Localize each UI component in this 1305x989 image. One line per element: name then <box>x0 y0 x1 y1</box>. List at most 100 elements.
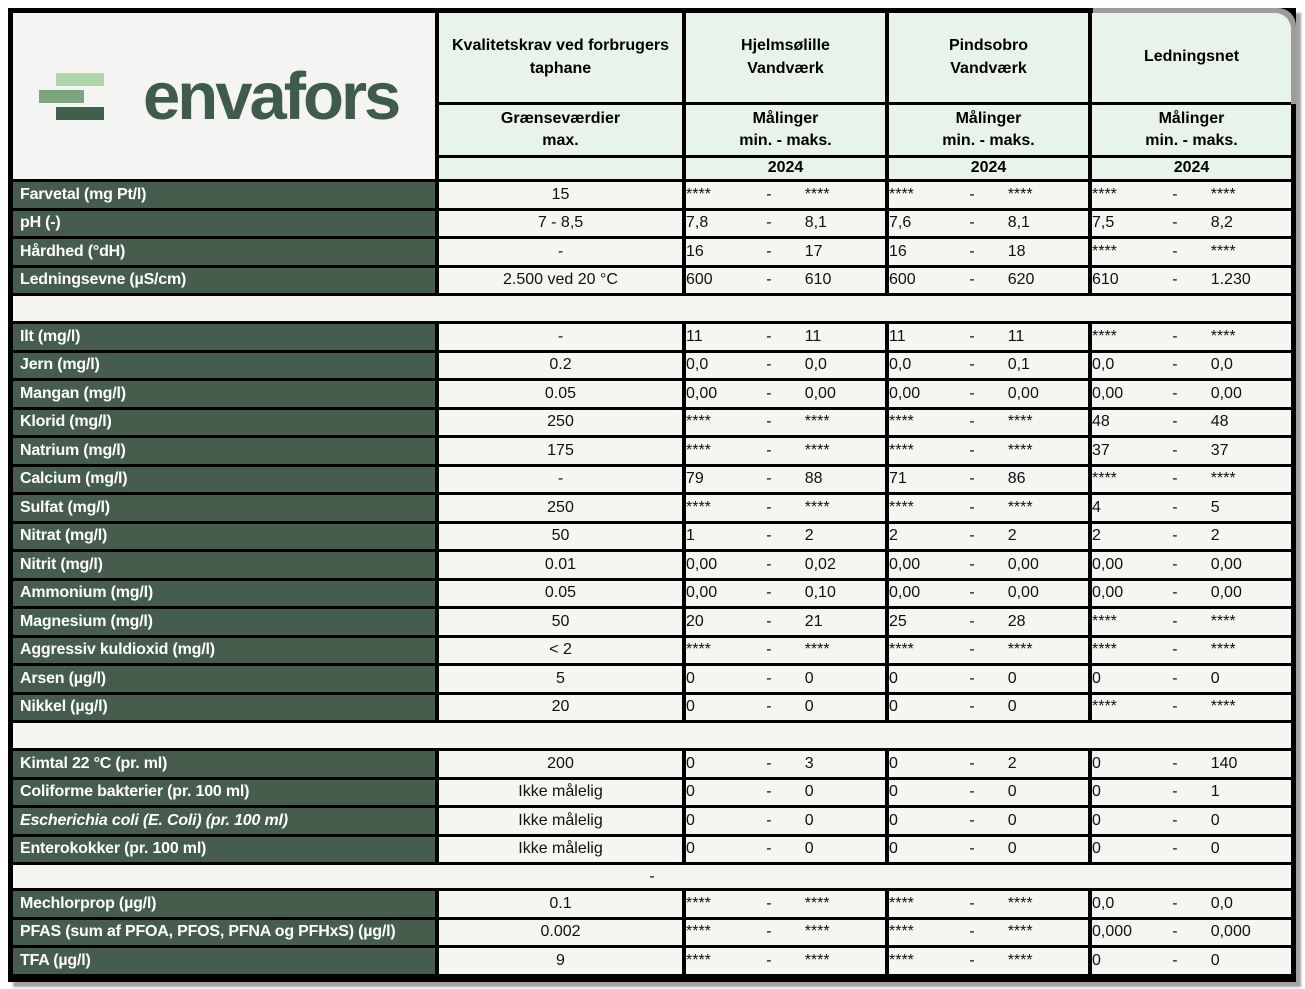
limit-value: - <box>435 466 682 492</box>
measurement-hjelmsolille: 79 - 88 <box>682 466 885 492</box>
min-value: **** <box>686 641 711 659</box>
table-row: Hårdhed (°dH) -16-17 16-18 **** - **** <box>13 239 1291 268</box>
measurement-hjelmsolille: 7,8 - 8,1 <box>682 210 885 236</box>
parameter-label: Magnesium (mg/l) <box>13 609 435 635</box>
range-dash: - <box>969 698 975 716</box>
measurement-hjelmsolille: **** - **** <box>682 409 885 435</box>
min-value: 600 <box>889 271 916 289</box>
range-dash: - <box>969 271 975 289</box>
parameter-label: Nikkel (µg/l) <box>13 694 435 720</box>
min-value: 0,0 <box>889 356 912 374</box>
limit-title-line1: Kvalitetskrav ved forbrugers <box>452 37 669 55</box>
table-row: Magnesium (mg/l) 50 20 - 21 25 - 28 **** - **** <box>13 609 1291 638</box>
measurement-hjelmsolille: **** - **** <box>682 495 885 521</box>
max-value: 0,00 <box>1210 555 1242 573</box>
measurement-pindsobro: **** - **** <box>885 409 1088 435</box>
measurement-pindsobro: **** - **** <box>885 637 1088 663</box>
measurement-pindsobro: **** - **** <box>885 438 1088 464</box>
parameter-label: TFA (µg/l) <box>13 948 435 974</box>
measurement-pindsobro: 0 - 0 <box>885 808 1088 834</box>
measurement-hjelmsolille: **** - **** <box>682 948 885 974</box>
parameter-label: Aggressiv kuldioxid (mg/l) <box>13 637 435 663</box>
max-value: **** <box>1210 185 1236 203</box>
limit-value: 2.500 ved 20 °C <box>435 267 682 293</box>
measurement-hjelmsolille: 0 - 3 <box>682 751 885 777</box>
pindsobro-sub-line2: min. - maks. <box>942 132 1035 149</box>
max-value: 0,00 <box>1210 384 1242 402</box>
measurement-hjelmsolille: 0 - 0 <box>682 779 885 805</box>
table-body: Farvetal (mg Pt/l) 15 **** - **** **** - **** **… <box>13 182 1291 977</box>
column-limit: Kvalitetskrav ved forbrugers taphane Græ… <box>435 13 682 179</box>
limit-value: 0.2 <box>435 352 682 378</box>
limit-value: 9 <box>435 948 682 974</box>
range-dash: - <box>1172 413 1178 431</box>
measurement-ledningsnet: 0 - 1 <box>1088 779 1291 805</box>
max-value: 0 <box>1210 669 1220 687</box>
range-dash: - <box>1172 698 1178 716</box>
max-value: 0 <box>1007 811 1017 829</box>
range-dash: - <box>1172 185 1178 203</box>
min-value: 48 <box>1092 413 1110 431</box>
max-value: **** <box>804 951 830 969</box>
max-value: 1.230 <box>1210 271 1251 289</box>
limit-sub-line1: Grænseværdier <box>500 109 621 127</box>
column-header-limit: Kvalitetskrav ved forbrugers taphane <box>439 13 682 105</box>
range-dash: - <box>766 185 772 203</box>
max-value: **** <box>1007 441 1033 459</box>
measurement-pindsobro: 71 - 86 <box>885 466 1088 492</box>
measurement-ledningsnet: 0,00 - 0,00 <box>1088 580 1291 606</box>
limit-sub-line2: max. <box>542 132 579 149</box>
max-value: 2 <box>1210 527 1220 545</box>
parameter-label: Coliforme bakterier (pr. 100 ml) <box>13 779 435 805</box>
min-value: 610 <box>1092 271 1119 289</box>
max-value: **** <box>1210 698 1236 716</box>
table-row: Coliforme bakterier (pr. 100 ml) Ikke mål… <box>13 779 1291 808</box>
table-row: Enterokokker (pr. 100 ml) Ikke målelig 0-0… <box>13 836 1291 865</box>
range-dash: - <box>969 527 975 545</box>
range-dash: - <box>1172 951 1178 969</box>
range-dash: - <box>969 185 975 203</box>
table-row: Nikkel (µg/l) 20 0-0 0-0 **** - **** <box>13 694 1291 723</box>
range-dash: - <box>969 214 975 232</box>
limit-value: 5 <box>435 666 682 692</box>
max-value: 21 <box>804 612 823 630</box>
max-value: 8,1 <box>804 214 827 232</box>
min-value: **** <box>686 185 711 203</box>
measurement-hjelmsolille: 0 - 0 <box>682 836 885 862</box>
min-value: **** <box>686 498 711 516</box>
column-subheader-limit: Grænseværdier max. <box>439 105 682 158</box>
range-dash: - <box>766 356 772 374</box>
range-dash: - <box>766 584 772 602</box>
max-value: **** <box>1007 413 1033 431</box>
min-value: **** <box>889 185 914 203</box>
min-value: 0 <box>686 698 695 716</box>
measurement-ledningsnet: 0 - 0 <box>1088 836 1291 862</box>
range-dash: - <box>969 356 975 374</box>
min-value: **** <box>1092 641 1117 659</box>
max-value: 2 <box>804 527 814 545</box>
max-value: **** <box>1210 470 1236 488</box>
range-dash: - <box>766 951 772 969</box>
measurement-ledningsnet: 0,0 - 0,0 <box>1088 891 1291 917</box>
range-dash: - <box>1172 555 1178 573</box>
min-value: 4 <box>1092 498 1101 516</box>
min-value: 0 <box>1092 840 1101 858</box>
min-value: 25 <box>889 612 907 630</box>
min-value: 0,00 <box>1092 384 1124 402</box>
min-value: 0 <box>1092 783 1101 801</box>
measurement-pindsobro: **** - **** <box>885 891 1088 917</box>
range-dash: - <box>1172 527 1178 545</box>
measurement-pindsobro: 2 - 2 <box>885 523 1088 549</box>
range-dash: - <box>969 840 975 858</box>
max-value: 0 <box>1007 698 1017 716</box>
range-dash: - <box>969 894 975 912</box>
measurement-ledningsnet: 2 - 2 <box>1088 523 1291 549</box>
measurement-ledningsnet: **** - **** <box>1088 466 1291 492</box>
min-value: 0,00 <box>1092 584 1124 602</box>
min-value: 0,00 <box>1092 555 1124 573</box>
range-dash: - <box>1172 356 1178 374</box>
column-year-hjelmsolille: 2024 <box>686 158 885 179</box>
range-dash: - <box>766 698 772 716</box>
measurement-pindsobro: 0,00 - 0,00 <box>885 381 1088 407</box>
limit-value: Ikke målelig <box>435 779 682 805</box>
